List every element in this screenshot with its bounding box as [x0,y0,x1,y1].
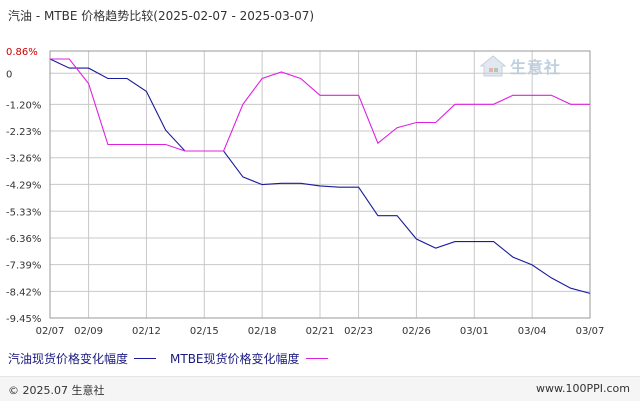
legend-item-mtbe: MTBE现货价格变化幅度 [170,350,328,367]
legend: 汽油现货价格变化幅度 MTBE现货价格变化幅度 [8,350,342,367]
gridlines [49,50,591,319]
y-tick-label: -6.36% [6,234,41,245]
site-link[interactable]: www.100PPI.com [536,382,630,395]
line-chart: 0.86% 0 -1.20% -2.23% -3.26% -4.29% -5.33% -6.3… [6,47,605,337]
y-tick-label: -8.42% [6,287,41,298]
x-tick-label: 02/12 [132,326,161,337]
copyright-text: © 2025.07 生意社 [8,384,105,397]
legend-item-gasoline: 汽油现货价格变化幅度 [8,350,157,367]
y-axis-ticks: 0.86% 0 -1.20% -2.23% -3.26% -4.29% -5.33% -6.3… [6,47,41,325]
legend-label-mtbe: MTBE现货价格变化幅度 [170,352,300,366]
y-tick-label: -4.29% [6,180,41,191]
series-line-gasoline [49,58,591,294]
y-tick-label: -5.33% [6,207,41,218]
x-tick-label: 02/15 [190,326,219,337]
x-tick-label: 03/04 [518,326,547,337]
legend-label-gasoline: 汽油现货价格变化幅度 [8,352,129,366]
chart-title: 汽油 - MTBE 价格趋势比较(2025-02-07 - 2025-03-07… [8,9,315,23]
x-tick-label: 03/01 [460,326,489,337]
x-axis-ticks: 02/07 02/09 02/12 02/15 02/18 02/21 02/23 02/26… [36,326,605,337]
y-tick-label: -1.20% [6,100,41,111]
x-tick-label: 02/07 [36,326,65,337]
series-line-mtbe [50,58,590,152]
watermark-logo: 生意社 [480,54,561,78]
legend-swatch-mtbe [305,358,328,359]
x-tick-label: 02/21 [306,326,335,337]
footer: © 2025.07 生意社 www.100PPI.com [0,376,640,401]
series-lines [49,58,591,294]
x-tick-label: 02/18 [248,326,277,337]
x-tick-label: 02/26 [402,326,431,337]
axes [49,50,591,319]
x-tick-label: 02/09 [74,326,103,337]
watermark-text: 生意社 [510,58,562,77]
x-tick-label: 03/07 [576,326,605,337]
y-tick-label: -3.26% [6,154,41,165]
x-tick-label: 02/23 [344,326,373,337]
plot-border [49,50,591,319]
y-tick-label: 0 [6,69,12,80]
house-icon [480,55,506,77]
y-tick-label: -7.39% [6,261,41,272]
y-tick-label: -2.23% [6,127,41,138]
y-tick-label: -9.45% [6,314,41,325]
y-tick-label: 0.86% [6,47,38,58]
legend-swatch-gasoline [134,358,157,359]
